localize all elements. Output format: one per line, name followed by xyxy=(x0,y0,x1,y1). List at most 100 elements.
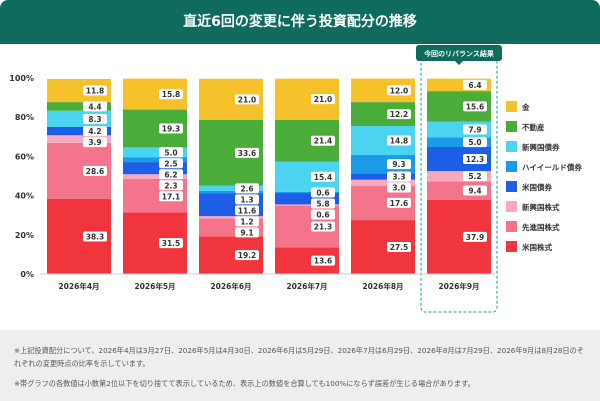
data-label-box xyxy=(311,187,335,198)
data-label: 12.0 xyxy=(390,86,409,95)
data-label: 3.3 xyxy=(392,172,405,181)
data-label-box xyxy=(463,137,487,148)
y-tick-label: 0% xyxy=(20,270,34,279)
data-label-box xyxy=(463,154,487,165)
bar-segment xyxy=(351,173,415,180)
legend-swatch xyxy=(506,241,517,252)
data-label: 7.9 xyxy=(468,125,481,134)
data-label-box xyxy=(235,250,259,261)
bar-segment xyxy=(199,190,263,194)
chart-area: 0% 20% 40% 60% 80% 100% 今回のリバランス結果 11.8 4.4 8.3 4.… xyxy=(0,44,600,314)
data-label-box xyxy=(311,221,335,232)
data-label: 19.3 xyxy=(162,124,181,133)
callout-badge xyxy=(416,45,502,61)
data-label: 31.5 xyxy=(162,239,181,248)
bar-segment xyxy=(47,135,111,143)
bar-segment xyxy=(275,191,339,194)
data-label: 6.2 xyxy=(164,170,177,179)
data-label: 14.8 xyxy=(390,137,409,146)
bar-segment xyxy=(123,147,187,158)
data-label-box xyxy=(387,135,411,146)
data-label-box xyxy=(83,85,107,96)
data-label-box xyxy=(83,113,107,124)
x-tick-label: 2026年5月 xyxy=(134,281,175,291)
legend-label: 米国株式 xyxy=(522,242,552,252)
bar-segment xyxy=(351,102,415,127)
x-tick-label: 2026年8月 xyxy=(362,281,403,291)
data-label-box xyxy=(83,126,107,137)
bar-segment xyxy=(351,179,415,186)
data-label: 5.0 xyxy=(468,138,481,147)
bar-segment xyxy=(123,174,187,179)
data-label: 3.0 xyxy=(392,183,405,192)
data-label: 9.3 xyxy=(392,160,405,169)
data-label-box xyxy=(159,123,183,134)
legend-label: 新興国株式 xyxy=(522,202,560,212)
bar-segment xyxy=(199,216,263,219)
stacked-bar-chart: 0% 20% 40% 60% 80% 100% 今回のリバランス結果 11.8 4.4 8.3 4.… xyxy=(9,45,582,313)
footnote-2: ※帯グラフの各数値は小数第2位以下を切り捨てて表示しているため、表示上の数値を合… xyxy=(14,379,475,388)
data-label-box xyxy=(387,159,411,170)
chart-title: 直近6回の変更に伴う投資配分の推移 xyxy=(183,14,417,30)
data-label-box xyxy=(159,89,183,100)
legend-label: 不動産 xyxy=(522,122,545,132)
data-label: 9.4 xyxy=(468,187,481,196)
legend-swatch xyxy=(506,181,517,192)
data-label: 2.3 xyxy=(164,181,177,190)
data-label-box xyxy=(311,198,335,209)
data-label-box xyxy=(463,185,487,196)
data-label-box xyxy=(463,79,487,90)
data-label-box xyxy=(463,101,487,112)
legend-swatch xyxy=(506,141,517,152)
data-label: 12.3 xyxy=(466,155,485,164)
y-tick-label: 60% xyxy=(15,152,34,161)
legend-label: ハイイールド債券 xyxy=(522,162,582,172)
data-label: 5.8 xyxy=(316,199,329,208)
data-label: 21.0 xyxy=(314,95,333,104)
legend-swatch xyxy=(506,201,517,212)
legend-swatch xyxy=(506,101,517,112)
data-label: 28.6 xyxy=(86,167,105,176)
data-label-box xyxy=(235,94,259,105)
data-label: 9.1 xyxy=(240,228,253,237)
footnote-1: ※上記投資配分について、2026年4月は3月27日、2026年5月は4月30日、… xyxy=(14,346,584,368)
data-label-box xyxy=(159,158,183,169)
data-label: 2.6 xyxy=(240,184,253,193)
data-label: 21.3 xyxy=(314,222,333,231)
data-label: 4.4 xyxy=(88,102,101,111)
bar-segment xyxy=(275,193,339,205)
x-tick-label: 2026年7月 xyxy=(286,281,327,291)
data-label-box xyxy=(83,101,107,112)
data-label: 0.6 xyxy=(316,188,329,197)
data-label: 15.6 xyxy=(466,102,485,111)
legend-label: 金 xyxy=(521,102,530,112)
data-label: 15.4 xyxy=(314,173,333,182)
data-label-box xyxy=(311,171,335,182)
data-label: 37.9 xyxy=(466,233,485,242)
bar-segment xyxy=(275,204,339,206)
legend-label: 米国債券 xyxy=(522,182,552,192)
data-label-box xyxy=(387,242,411,253)
bar-segment xyxy=(47,78,111,103)
data-label-box xyxy=(463,171,487,182)
bar-segment xyxy=(427,137,491,147)
y-tick-label: 40% xyxy=(15,192,34,201)
y-tick-label: 80% xyxy=(15,113,34,122)
x-tick-label: 2026年9月 xyxy=(438,281,479,291)
data-label-box xyxy=(159,238,183,249)
data-label-box xyxy=(83,165,107,176)
data-label: 12.2 xyxy=(390,110,409,119)
data-label: 11.8 xyxy=(86,87,105,96)
legend-label: 新興国債券 xyxy=(522,142,560,152)
legend-swatch xyxy=(506,121,517,132)
data-label: 17.6 xyxy=(390,199,409,208)
data-label: 33.6 xyxy=(238,149,257,158)
data-label-box xyxy=(159,147,183,158)
data-label-box xyxy=(387,182,411,193)
data-label: 1.2 xyxy=(240,217,253,226)
data-label-box xyxy=(83,137,107,148)
callout-badge-pointer xyxy=(455,61,463,65)
data-label: 5.2 xyxy=(468,172,481,181)
data-label-box xyxy=(311,94,335,105)
data-label-box xyxy=(463,231,487,242)
